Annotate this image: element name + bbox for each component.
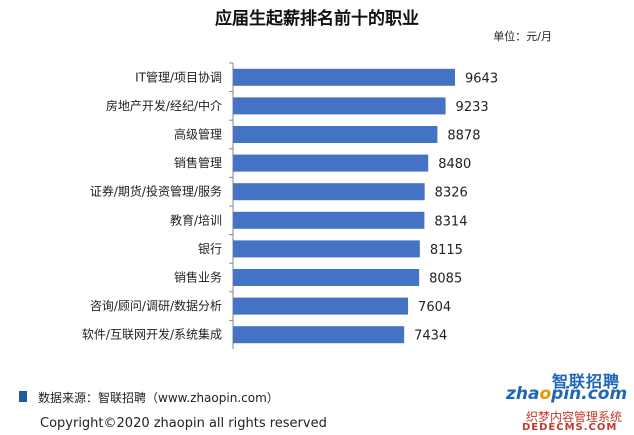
bar <box>233 126 438 143</box>
value-label: 8085 <box>429 272 462 287</box>
source-marker <box>19 391 27 402</box>
value-label: 7604 <box>418 300 451 315</box>
bar <box>233 240 420 258</box>
value-label: 7434 <box>414 329 447 344</box>
data-source-text: 数据来源：智联招聘（www.zhaopin.com） <box>38 391 279 405</box>
zhaopin-logo: 智联招聘 zhaopin.com 织梦内容管理系统 DEDECMS.COM <box>500 362 634 435</box>
category-label: 银行 <box>198 242 222 256</box>
bar <box>233 297 409 315</box>
watermark-line2: DEDECMS.COM <box>522 422 618 433</box>
value-label: 9233 <box>456 100 489 115</box>
bar <box>233 211 425 229</box>
watermark-line1: 织梦内容管理系统 <box>526 410 623 424</box>
category-label: 房地产开发/经纪/中介 <box>106 98 222 113</box>
value-label: 8480 <box>438 157 471 172</box>
category-label: 高级管理 <box>174 127 222 142</box>
bar-chart: IT管理/项目协调 9643 房地产开发/经纪/中介 9233 高级管理 8878 销售管理… <box>82 62 498 349</box>
bar <box>233 154 429 172</box>
logo-cn-text: 智联招聘 <box>552 372 621 391</box>
value-label: 8115 <box>430 243 463 258</box>
bar <box>233 269 420 286</box>
unit-label: 单位：元/月 <box>493 30 552 43</box>
category-label: 销售业务 <box>174 270 222 285</box>
category-label: 销售管理 <box>174 155 222 170</box>
value-label: 8878 <box>447 129 480 144</box>
bar <box>233 326 405 344</box>
bar <box>233 97 446 115</box>
logo-en-text: zhaopin.com <box>506 384 628 404</box>
value-label: 9643 <box>465 71 498 86</box>
value-label: 8314 <box>434 214 467 229</box>
bar <box>233 68 455 86</box>
value-label: 8326 <box>435 186 468 201</box>
category-label: 证券/期货/投资管理/服务 <box>90 184 222 199</box>
category-label: 软件/互联网开发/系统集成 <box>82 327 222 342</box>
category-label: 咨询/顾问/调研/数据分析 <box>90 298 222 313</box>
chart-title: 应届生起薪排名前十的职业 <box>215 9 419 29</box>
category-label: IT管理/项目协调 <box>135 69 222 84</box>
bar <box>233 183 425 201</box>
copyright-text: Copyright©2020 zhaopin all rights reserv… <box>40 416 327 431</box>
category-label: 教育/培训 <box>170 212 222 227</box>
